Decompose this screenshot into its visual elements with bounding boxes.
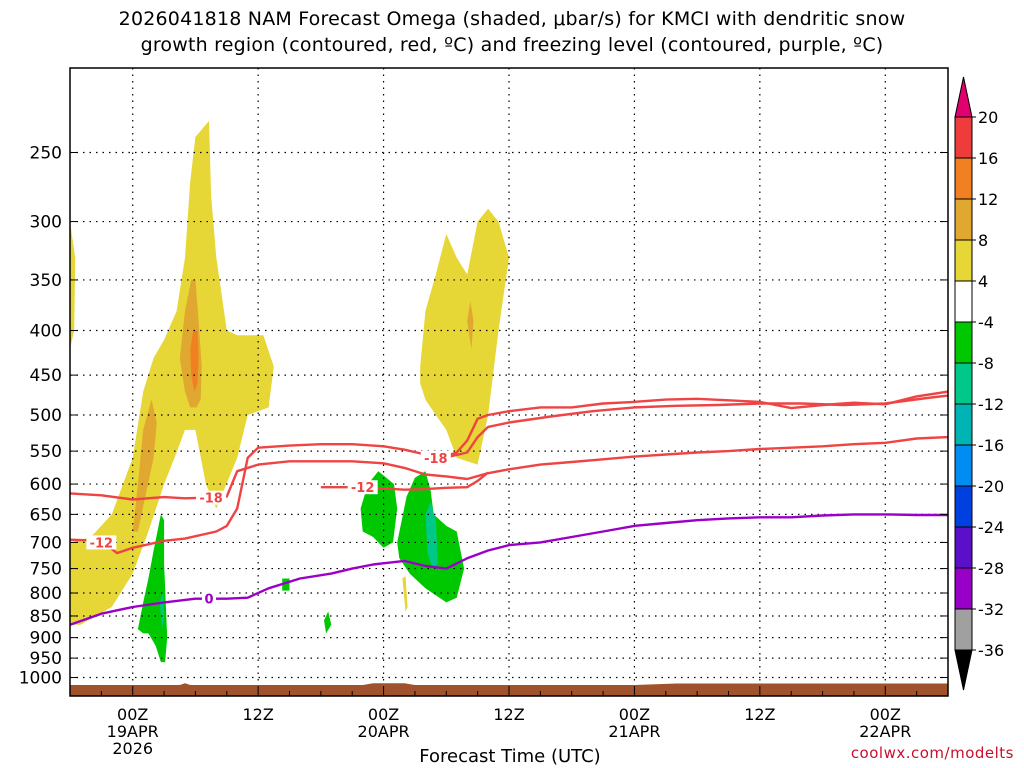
colorbar-segment-10 [954, 526, 973, 569]
colorbar-segment-0 [954, 116, 973, 159]
contour-label-bg-dgz-18-upper [420, 450, 451, 465]
ytick-label-850: 850 [30, 607, 62, 627]
colorbar-segment-8 [954, 444, 973, 487]
contour-dgz-12-upper [320, 471, 489, 491]
colorbar-segment-9 [954, 485, 973, 528]
ytick-label-900: 900 [30, 629, 62, 649]
ytick-label-450: 450 [30, 366, 62, 386]
ytick-label-1000: 1000 [19, 669, 62, 689]
contour-label-freezing-0: 0 [204, 593, 213, 608]
xtick-label-0: 00Z [117, 705, 148, 724]
ytick-label-700: 700 [30, 533, 62, 553]
contour-label-dgz-12-lower: -12 [90, 536, 114, 551]
colorbar-label-3: 8 [978, 231, 988, 250]
colorbar-arrow-top [954, 76, 973, 118]
chart-title-line1: 2026041818 NAM Forecast Omega (shaded, μ… [118, 8, 906, 30]
xtick-date-24: 20APR [358, 722, 410, 741]
colorbar-segment-1 [954, 157, 973, 200]
xtick-label-60: 12Z [744, 705, 775, 724]
colorbar-segment-4 [954, 280, 973, 323]
colorbar-label-7: -12 [978, 395, 1004, 414]
omega-region-14 [425, 502, 438, 569]
xtick-date-48: 21APR [608, 722, 660, 741]
xtick-year-0: 2026 [112, 739, 153, 758]
ytick-label-500: 500 [30, 406, 62, 426]
colorbar-label-12: -32 [978, 600, 1004, 619]
contour-label-bg-dgz-12-lower [86, 535, 117, 550]
contour-dgz-12-lower [70, 390, 948, 555]
grid [70, 68, 948, 696]
contour-label-bg-dgz-18-lower [196, 490, 227, 505]
colorbar-segment-3 [954, 239, 973, 282]
colorbar-label-8: -16 [978, 436, 1004, 455]
xtick-date-0: 19APR [107, 722, 159, 741]
contour-dgz-18-upper [425, 394, 948, 461]
omega-region-5 [420, 208, 509, 465]
colorbar-label-10: -24 [978, 518, 1004, 537]
y-axis: 2503003504004505005506006507007508008509… [19, 144, 948, 689]
colorbar-segment-6 [954, 362, 973, 405]
colorbar-label-11: -28 [978, 559, 1004, 578]
ytick-label-800: 800 [30, 584, 62, 604]
contour-label-dgz-18-upper: -18 [424, 452, 448, 467]
colorbar-label-5: -4 [978, 313, 994, 332]
colorbar-segment-7 [954, 403, 973, 446]
omega-region-0 [70, 221, 76, 349]
contour-labels: -12 -18 -12 -18 0 [86, 450, 451, 608]
colorbar-segment-11 [954, 567, 973, 610]
omega-region-6 [467, 301, 474, 349]
contour-label-dgz-18-lower: -18 [199, 492, 223, 507]
omega-region-8 [137, 514, 168, 663]
colorbar-segment-5 [954, 321, 973, 364]
colorbar-label-4: 4 [978, 272, 988, 291]
contour-label-bg-dgz-12-upper [347, 480, 378, 495]
colorbar-segment-12 [954, 608, 973, 651]
omega-region-7 [402, 576, 408, 612]
colorbar-label-0: 20 [978, 108, 998, 127]
ytick-label-400: 400 [30, 322, 62, 342]
contour-label-dgz-12-upper: -12 [351, 481, 375, 496]
x-axis-label: Forecast Time (UTC) [419, 746, 600, 767]
credit-text: coolwx.com/modelts [850, 744, 1014, 762]
xtick-label-72: 00Z [870, 705, 901, 724]
colorbar-label-6: -8 [978, 354, 994, 373]
colorbar-label-2: 12 [978, 190, 998, 209]
colorbar-label-13: -36 [978, 641, 1004, 660]
xtick-date-72: 22APR [859, 722, 911, 741]
xtick-label-24: 00Z [368, 705, 399, 724]
omega-region-4 [190, 330, 199, 392]
colorbar-arrow-bottom [954, 649, 973, 691]
colorbar: 20 16 12 8 4 -4 -8 -12 -16 -20 -24 -28 -32 -36 [954, 76, 1004, 691]
ytick-label-950: 950 [30, 649, 62, 669]
contour-freezing-0 [70, 513, 948, 626]
chart-title-line2: growth region (contoured, red, ºC) and f… [140, 34, 884, 56]
ytick-label-350: 350 [30, 271, 62, 291]
contour-label-bg-freezing-0 [202, 591, 217, 606]
ytick-label-550: 550 [30, 442, 62, 462]
xtick-label-48: 00Z [619, 705, 650, 724]
xtick-label-36: 12Z [493, 705, 524, 724]
ytick-label-300: 300 [30, 213, 62, 233]
ytick-label-600: 600 [30, 475, 62, 495]
colorbar-segment-2 [954, 198, 973, 241]
colorbar-label-1: 16 [978, 149, 998, 168]
ytick-label-650: 650 [30, 505, 62, 525]
colorbar-label-9: -20 [978, 477, 1004, 496]
omega-region-11 [324, 611, 332, 634]
ytick-label-250: 250 [30, 144, 62, 164]
xtick-label-12: 12Z [242, 705, 273, 724]
ytick-label-750: 750 [30, 560, 62, 580]
